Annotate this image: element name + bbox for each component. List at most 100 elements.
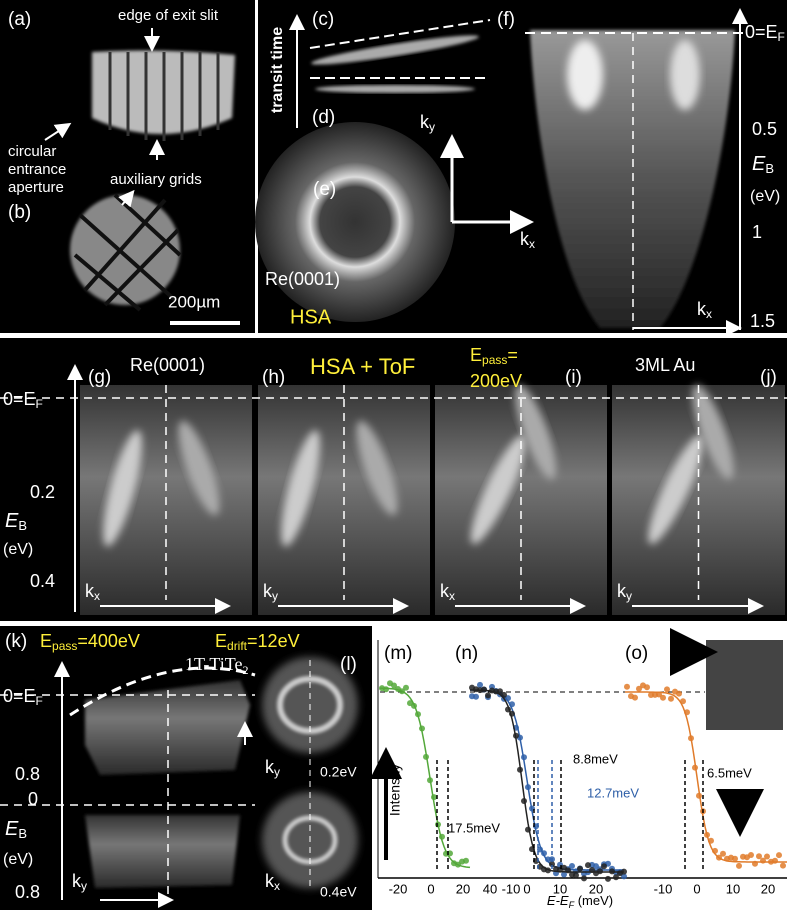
panel-label: (c) (312, 9, 334, 30)
panel-label: (f) (497, 9, 515, 30)
point (776, 852, 782, 858)
sample-label: 3ML Au (635, 355, 695, 375)
point (676, 691, 682, 697)
panel-label: (h) (262, 367, 285, 388)
point (605, 876, 611, 882)
x-tick-label: 20 (456, 881, 470, 896)
point (577, 866, 583, 872)
panel-label: (e) (313, 179, 336, 200)
tick-label: 0 (28, 789, 38, 809)
point (736, 863, 742, 869)
point (764, 854, 770, 860)
sub: y (626, 589, 632, 603)
axis-label: Intensity (387, 764, 403, 816)
annotation: entrance (8, 161, 66, 178)
cut-label: 0.4eV (320, 884, 357, 900)
x-tick-label: 0 (693, 881, 700, 896)
point (525, 784, 531, 790)
point (708, 838, 714, 844)
point (704, 832, 710, 838)
point (585, 862, 591, 868)
inset (706, 640, 783, 730)
panel-label: (l) (340, 654, 357, 675)
panel-label: (j) (760, 367, 777, 388)
image-k2 (85, 815, 240, 888)
figure: (a) edge of exit slit circular entrance … (0, 0, 787, 910)
point (573, 872, 579, 878)
point (473, 694, 479, 700)
tick-label: 1 (752, 222, 762, 242)
point (485, 692, 491, 698)
point (415, 711, 421, 717)
annotation: auxiliary grids (110, 171, 202, 188)
axis-label: (eV) (3, 541, 33, 558)
x-tick-label: 20 (761, 881, 775, 896)
tick-label: 0.4 (30, 571, 55, 591)
width-label: 6.5meV (707, 765, 752, 780)
axis-label: (eV) (750, 188, 780, 205)
sub: x (94, 589, 100, 603)
point (545, 867, 551, 873)
x-tick-label: -10 (502, 881, 521, 896)
point (664, 686, 670, 692)
point (644, 684, 650, 690)
point (509, 701, 515, 707)
cut-label: 0.2eV (320, 764, 357, 780)
x-tick-label: 10 (726, 881, 740, 896)
point (748, 852, 754, 858)
panel-label: (b) (8, 202, 31, 223)
axis-label: transit time (269, 27, 286, 113)
panel-label: (g) (88, 367, 111, 388)
point (696, 793, 702, 799)
annotation: circular (8, 143, 56, 160)
point (481, 687, 487, 693)
point (732, 856, 738, 862)
point (541, 850, 547, 856)
tick-label: 0.5 (752, 119, 777, 139)
point (525, 827, 531, 833)
point (692, 765, 698, 771)
sample-label: Re(0001) (130, 355, 205, 375)
point (632, 695, 638, 701)
panel-label: (m) (384, 643, 412, 664)
page: {"top":{"label_a":"(a)","edge_label":"ed… (0, 0, 787, 915)
panel-label: (i) (565, 367, 582, 388)
point (772, 858, 778, 864)
point (521, 798, 527, 804)
x-tick-label: 0 (523, 881, 530, 896)
point (752, 861, 758, 867)
point (513, 733, 519, 739)
point (383, 686, 389, 692)
panel-label: (d) (312, 107, 335, 128)
pass-label: 200eV (470, 371, 522, 391)
point (601, 863, 607, 869)
x-tick-label: 0 (427, 881, 434, 896)
point (403, 685, 409, 691)
point (501, 692, 507, 698)
point (431, 794, 437, 800)
annotation: aperture (8, 179, 64, 196)
tick-label: 0.2 (30, 482, 55, 502)
annotation: edge of exit slit (118, 7, 219, 24)
scale-label: 200µm (168, 292, 220, 311)
point (621, 869, 627, 875)
tick-label: 0.8 (15, 764, 40, 784)
point (668, 696, 674, 702)
width-label: 8.8meV (573, 751, 618, 766)
point (624, 684, 630, 690)
point (597, 868, 603, 874)
image-e (255, 122, 455, 322)
point (720, 851, 726, 857)
fit-curve (470, 690, 624, 872)
point (419, 726, 425, 732)
axis-label: (eV) (3, 851, 33, 868)
sub: x (449, 589, 455, 603)
point (680, 698, 686, 704)
point (435, 822, 441, 828)
highlight (567, 40, 603, 110)
panel-label: (n) (455, 643, 478, 664)
x-tick-label: 40 (483, 881, 497, 896)
point (609, 868, 615, 874)
width-label: 17.5meV (448, 820, 500, 835)
point (688, 735, 694, 741)
